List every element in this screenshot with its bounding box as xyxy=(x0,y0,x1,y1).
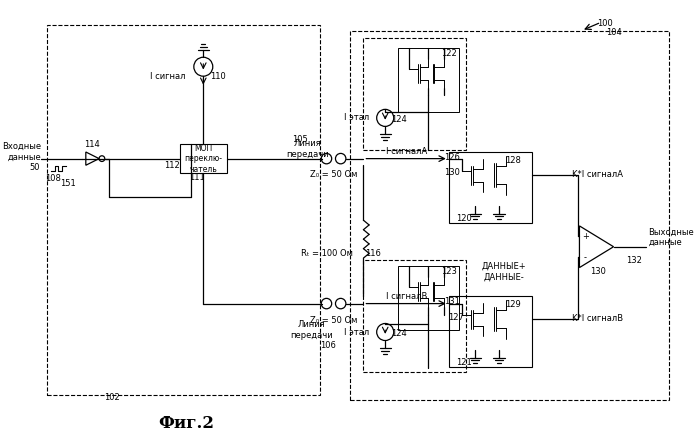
Text: Фиг.2: Фиг.2 xyxy=(158,415,215,432)
Bar xyxy=(363,260,466,372)
Text: 129: 129 xyxy=(505,300,521,309)
Text: 116: 116 xyxy=(365,249,381,258)
Text: 111: 111 xyxy=(189,173,205,182)
Text: 130: 130 xyxy=(591,267,606,276)
Text: 110: 110 xyxy=(210,72,226,81)
Bar xyxy=(449,296,532,367)
Text: 112: 112 xyxy=(164,161,180,170)
Text: 151: 151 xyxy=(60,179,75,188)
Text: Выходные
данные: Выходные данные xyxy=(649,228,694,247)
Bar xyxy=(350,31,668,400)
Text: 106: 106 xyxy=(320,341,336,350)
Bar xyxy=(47,25,320,395)
Text: 104: 104 xyxy=(606,28,621,37)
Text: МОП
переклю-
чатель: МОП переклю- чатель xyxy=(185,144,222,173)
Text: 126: 126 xyxy=(444,153,459,162)
Bar xyxy=(398,48,459,112)
Text: 100: 100 xyxy=(597,19,613,28)
Text: 108: 108 xyxy=(45,174,61,183)
Text: I сигнал: I сигнал xyxy=(150,72,185,81)
Text: 120: 120 xyxy=(456,214,472,223)
Text: -: - xyxy=(584,253,586,262)
Text: 114: 114 xyxy=(85,140,101,149)
Text: 121: 121 xyxy=(456,358,472,367)
Bar xyxy=(398,266,459,330)
Text: 102: 102 xyxy=(104,393,120,402)
Text: 50: 50 xyxy=(29,163,39,172)
Text: 131: 131 xyxy=(444,297,459,306)
Text: 122: 122 xyxy=(441,49,456,58)
Text: Линия
передачи: Линия передачи xyxy=(290,320,333,340)
Text: I этал: I этал xyxy=(344,327,369,336)
Text: 127: 127 xyxy=(448,313,464,322)
Text: ДАННЫЕ-: ДАННЫЕ- xyxy=(483,272,524,281)
Text: 124: 124 xyxy=(391,329,406,338)
Text: Входные
данные: Входные данные xyxy=(2,142,41,162)
Text: K*I сигналА: K*I сигналА xyxy=(572,170,623,179)
Text: I сигналВ: I сигналВ xyxy=(387,292,428,301)
Bar xyxy=(363,38,466,150)
Text: 128: 128 xyxy=(505,156,521,165)
Text: 123: 123 xyxy=(441,267,456,276)
Text: Линия
передачи: Линия передачи xyxy=(286,139,329,159)
Text: 130: 130 xyxy=(445,168,461,177)
Text: 105: 105 xyxy=(292,135,308,144)
Text: K*I сигналВ: K*I сигналВ xyxy=(572,314,623,323)
Text: +: + xyxy=(582,232,589,241)
Text: Z₀ = 50 Ом: Z₀ = 50 Ом xyxy=(310,170,358,179)
Bar xyxy=(449,152,532,223)
Text: I сигналА: I сигналА xyxy=(387,146,428,155)
Text: ДАННЫЕ+: ДАННЫЕ+ xyxy=(482,261,526,270)
Text: 132: 132 xyxy=(626,255,642,264)
Text: Rₜ = 100 Ом: Rₜ = 100 Ом xyxy=(301,249,354,258)
Bar xyxy=(180,144,227,173)
Text: Z₀ = 50 Ом: Z₀ = 50 Ом xyxy=(310,316,358,325)
Text: I этал: I этал xyxy=(344,113,369,122)
Text: 124: 124 xyxy=(391,115,406,124)
